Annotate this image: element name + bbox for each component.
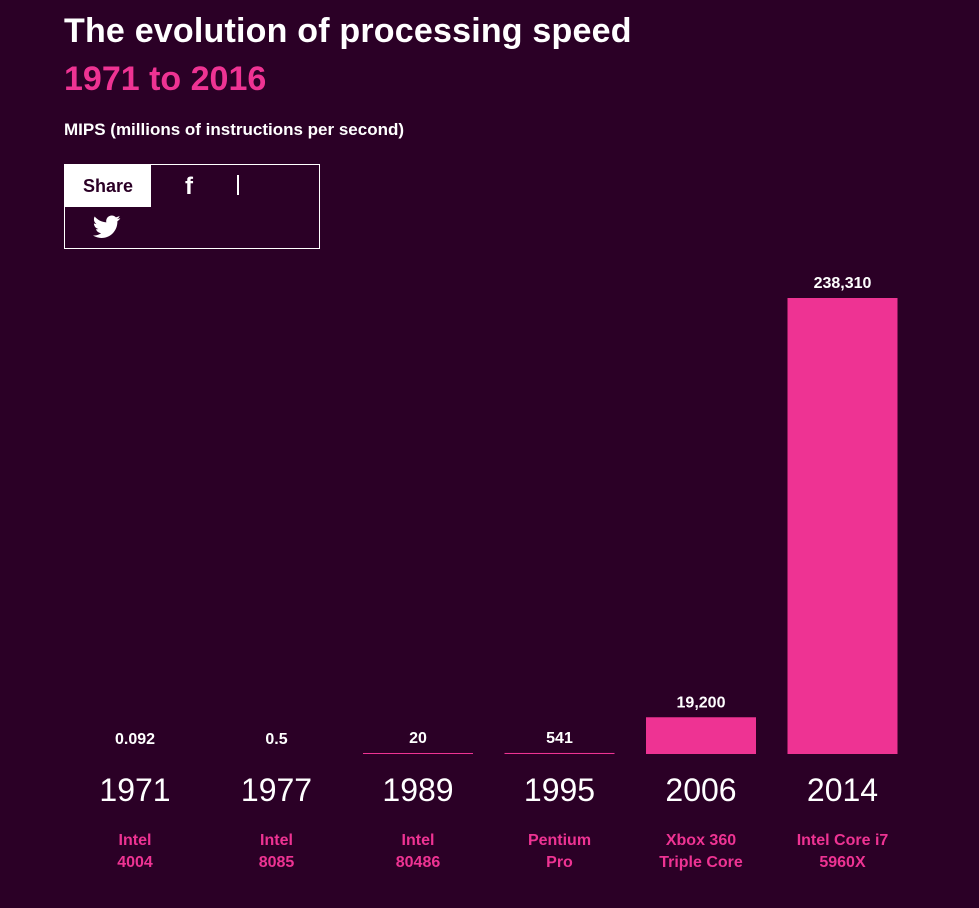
bar-1989 (363, 753, 473, 754)
processor-label-1971-2: 4004 (117, 854, 153, 871)
processor-label-1977-1: Intel (260, 832, 293, 849)
bar-2014 (787, 298, 898, 754)
processor-label-2006-2: Triple Core (659, 854, 743, 871)
processor-label-1971-1: Intel (119, 832, 152, 849)
share-panel: Share f (64, 164, 320, 249)
processor-label-2006-1: Xbox 360 (666, 832, 736, 849)
year-label-1995: 1995 (524, 772, 595, 808)
value-label-1977: 0.5 (265, 731, 287, 748)
bar-1995 (504, 752, 615, 754)
value-label-1995: 541 (546, 730, 573, 747)
value-label-1971: 0.092 (115, 731, 155, 748)
year-label-1971: 1971 (99, 772, 170, 808)
value-label-2006: 19,200 (677, 694, 726, 711)
processor-label-1989-2: 80486 (396, 854, 441, 871)
year-label-2014: 2014 (807, 772, 878, 808)
processor-label-2014-2: 5960X (819, 854, 866, 871)
processor-label-1977-2: 8085 (259, 854, 295, 871)
value-label-2014: 238,310 (814, 275, 872, 292)
processor-label-1989-1: Intel (402, 832, 435, 849)
year-label-1989: 1989 (382, 772, 453, 808)
facebook-icon[interactable]: f (185, 173, 193, 200)
year-label-1977: 1977 (241, 772, 312, 808)
chart-subtitle: 1971 to 2016 (64, 60, 267, 98)
unit-label: MIPS (millions of instructions per secon… (64, 120, 405, 139)
share-divider (237, 175, 239, 195)
chart-title: The evolution of processing speed (64, 12, 632, 50)
share-button[interactable]: Share (65, 165, 151, 207)
value-label-1989: 20 (409, 730, 427, 747)
processor-label-1995-1: Pentium (528, 832, 591, 849)
twitter-icon[interactable] (93, 215, 121, 239)
bar-2006 (646, 717, 756, 754)
year-label-2006: 2006 (665, 772, 736, 808)
processor-label-2014-1: Intel Core i7 (797, 832, 889, 849)
processor-label-1995-2: Pro (546, 854, 573, 871)
